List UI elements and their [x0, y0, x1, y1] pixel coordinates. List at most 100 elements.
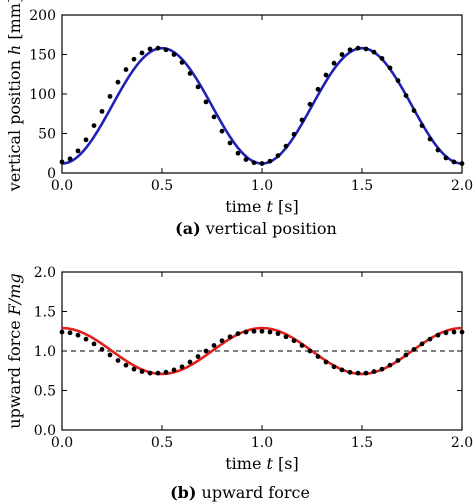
data-point-b: [323, 359, 329, 365]
data-point-a: [211, 114, 217, 120]
data-point-a: [267, 158, 273, 164]
data-point-b: [411, 347, 417, 352]
x-axis-label-b: time t [s]: [225, 454, 299, 473]
data-point-b: [75, 332, 81, 338]
data-point-b: [451, 329, 457, 335]
data-point-a: [155, 45, 161, 51]
data-point-a: [347, 47, 353, 53]
data-point-a: [219, 128, 225, 134]
data-point-b: [243, 329, 249, 335]
data-point-a: [203, 99, 209, 105]
data-point-b: [235, 331, 241, 337]
x-tick-label-b: 0.0: [51, 435, 73, 451]
data-point-b: [171, 367, 177, 373]
y-tick-label-b: 0.0: [34, 423, 56, 439]
data-point-a: [243, 157, 249, 162]
data-point-b: [387, 362, 393, 368]
data-point-b: [195, 354, 201, 359]
y-tick-label-a: 150: [29, 48, 56, 64]
data-point-a: [259, 161, 265, 166]
data-point-a: [315, 86, 321, 92]
data-point-a: [323, 72, 329, 78]
data-point-b: [299, 343, 305, 348]
y-tick-label-a: 0: [47, 166, 56, 182]
data-point-a: [67, 156, 73, 162]
data-point-a: [107, 93, 113, 99]
series-line-a: [61, 46, 463, 165]
data-point-a: [387, 65, 393, 71]
data-point-a: [91, 123, 97, 128]
x-tick-label-a: 1.0: [251, 178, 273, 194]
ticks-a: 0.0 0.5 1.0 1.5 2.0 0 50 100 150 200: [29, 8, 473, 194]
data-point-a: [435, 147, 441, 153]
data-point-a: [419, 123, 425, 128]
data-point-b: [155, 370, 161, 376]
data-point-b: [163, 369, 169, 375]
y-tick-label-a: 200: [29, 8, 56, 24]
data-point-a: [251, 160, 257, 166]
data-point-a: [283, 143, 289, 149]
x-tick-label-a: 0.0: [51, 178, 73, 194]
data-point-b: [355, 370, 361, 376]
data-point-a: [123, 67, 129, 72]
data-point-b: [291, 338, 297, 344]
data-point-b: [139, 369, 145, 374]
data-point-b: [115, 358, 121, 363]
x-tick-label-a: 2.0: [451, 178, 473, 194]
panel-a: 0.0 0.5 1.0 1.5 2.0 0 50 100 150 200 time t [s] v…: [5, 0, 473, 238]
data-point-a: [355, 45, 361, 51]
data-point-a: [395, 78, 401, 83]
caption-b: (b) upward force: [170, 483, 310, 502]
data-point-b: [179, 364, 185, 370]
data-point-b: [283, 334, 289, 340]
data-point-b: [395, 358, 401, 363]
data-point-b: [83, 336, 89, 342]
data-point-b: [435, 332, 441, 338]
data-point-a: [171, 52, 177, 57]
data-point-a: [139, 50, 145, 56]
data-point-a: [459, 161, 465, 166]
y-tick-label-b: 1.0: [34, 344, 56, 360]
data-point-b: [427, 336, 433, 342]
data-point-a: [227, 140, 233, 146]
data-point-a: [75, 148, 81, 154]
data-point-b: [107, 352, 113, 358]
marks-b: [59, 326, 465, 376]
data-point-a: [443, 155, 449, 161]
data-point-b: [419, 341, 425, 347]
data-point-a: [99, 108, 105, 114]
data-point-a: [59, 159, 65, 165]
data-point-b: [339, 367, 345, 373]
data-point-a: [195, 84, 201, 90]
series-line-b: [61, 326, 463, 376]
data-point-a: [299, 117, 305, 123]
data-point-a: [235, 150, 241, 156]
data-point-b: [379, 366, 385, 372]
data-point-b: [443, 330, 449, 336]
data-point-b: [99, 347, 105, 352]
data-point-b: [147, 370, 153, 376]
data-point-b: [67, 330, 73, 336]
data-point-b: [131, 366, 137, 372]
x-tick-label-a: 0.5: [151, 178, 173, 194]
y-axis-label-a: vertical position h [mm]: [5, 0, 24, 192]
data-point-b: [227, 334, 233, 340]
plot-frame-a: [61, 14, 463, 174]
data-point-b: [259, 328, 265, 334]
data-point-b: [59, 329, 65, 335]
ticks-b: 0.0 0.5 1.0 1.5 2.0 0.0 0.5 1.0 1.5 2.0: [34, 265, 473, 451]
data-point-b: [123, 362, 129, 368]
data-point-b: [459, 329, 465, 335]
data-point-b: [275, 331, 281, 337]
x-tick-label-b: 0.5: [151, 435, 173, 451]
data-point-a: [331, 60, 337, 66]
data-point-b: [251, 328, 257, 334]
data-point-a: [187, 71, 193, 76]
data-point-b: [267, 329, 273, 335]
caption-a: (a) vertical position: [175, 219, 337, 238]
data-point-b: [307, 348, 313, 354]
data-point-a: [115, 79, 121, 85]
data-point-a: [163, 47, 169, 53]
data-point-a: [291, 131, 297, 137]
